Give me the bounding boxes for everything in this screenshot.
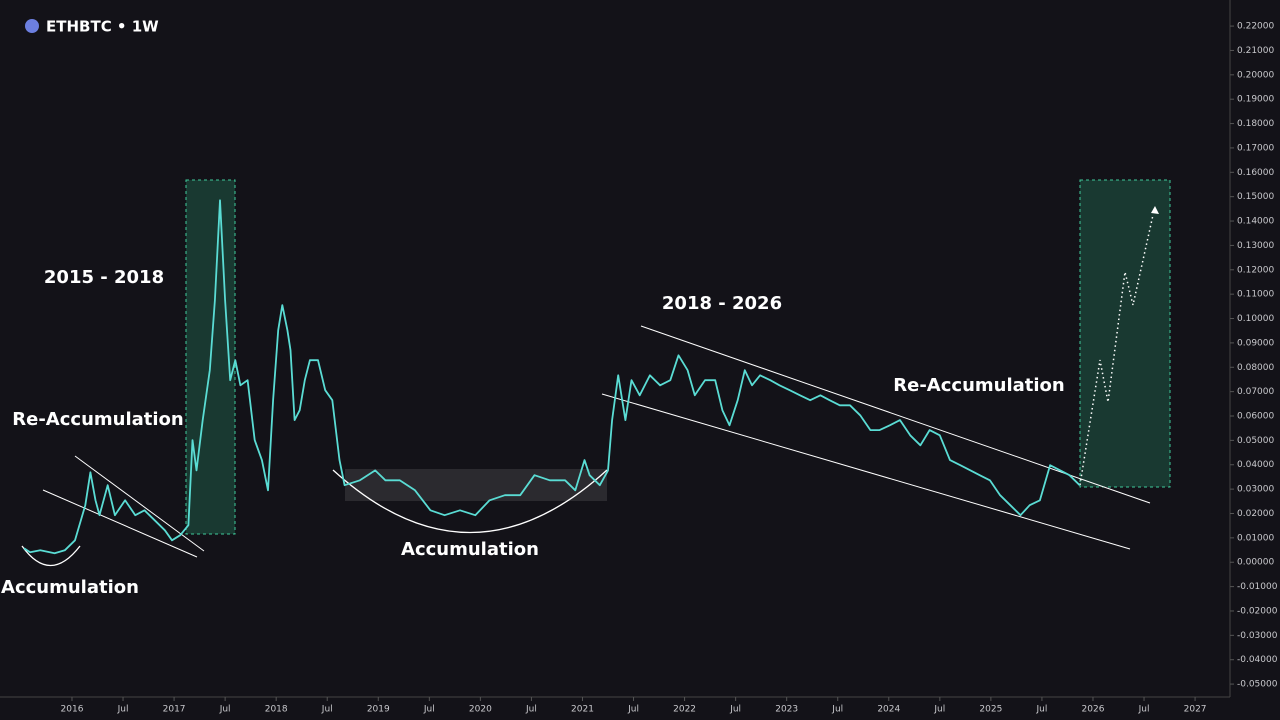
x-tick-label: Jul	[1036, 705, 1048, 715]
coin-icon	[25, 19, 39, 33]
arc	[332, 469, 608, 533]
y-tick-label: 0.00000	[1237, 558, 1274, 568]
y-tick-label: -0.03000	[1237, 631, 1278, 641]
annotation: Re-Accumulation	[12, 409, 183, 430]
y-tick-label: 0.09000	[1237, 338, 1274, 348]
x-tick-label: Jul	[525, 705, 537, 715]
x-tick-label: Jul	[729, 705, 741, 715]
y-tick-label: 0.11000	[1237, 290, 1274, 300]
x-tick-label: 2025	[979, 705, 1002, 715]
projection	[1079, 214, 1154, 486]
y-tick-label: 0.15000	[1237, 192, 1274, 202]
x-tick-label: Jul	[1138, 705, 1150, 715]
x-tick-label: 2022	[673, 705, 696, 715]
trend-line	[601, 393, 1131, 550]
y-tick-label: 0.03000	[1237, 485, 1274, 495]
trend-line	[74, 455, 205, 552]
y-tick-label: 0.04000	[1237, 460, 1274, 470]
x-tick-label: 2026	[1082, 705, 1105, 715]
x-tick-label: 2021	[571, 705, 594, 715]
range-box	[345, 469, 607, 501]
x-tick-label: Jul	[117, 705, 129, 715]
price-line	[23, 199, 1081, 555]
y-tick-label: 0.16000	[1237, 168, 1274, 178]
y-tick-label: 0.13000	[1237, 241, 1274, 251]
y-tick-label: 0.21000	[1237, 46, 1274, 56]
annotation: 2015 - 2018	[44, 267, 164, 288]
y-tick-label: 0.14000	[1237, 217, 1274, 227]
x-tick-label: 2027	[1184, 705, 1207, 715]
y-tick-label: 0.10000	[1237, 314, 1274, 324]
y-tick-label: -0.04000	[1237, 655, 1278, 665]
y-tick-label: 0.18000	[1237, 119, 1274, 129]
y-tick-label: 0.20000	[1237, 70, 1274, 80]
y-tick-label: 0.02000	[1237, 509, 1274, 519]
y-tick-label: 0.12000	[1237, 265, 1274, 275]
y-tick-label: 0.05000	[1237, 436, 1274, 446]
annotation: Accumulation	[1, 577, 139, 598]
y-tick-label: 0.17000	[1237, 143, 1274, 153]
x-tick-label: Jul	[423, 705, 435, 715]
annotation: 2018 - 2026	[662, 293, 782, 314]
y-tick-label: -0.02000	[1237, 606, 1278, 616]
y-tick-label: 0.19000	[1237, 95, 1274, 105]
x-tick-label: 2023	[775, 705, 798, 715]
x-tick-label: Jul	[321, 705, 333, 715]
x-tick-label: 2017	[163, 705, 186, 715]
y-tick-label: 0.22000	[1237, 22, 1274, 32]
arrow-head	[1151, 206, 1159, 214]
annotation: Re-Accumulation	[893, 375, 1064, 396]
y-tick-label: -0.05000	[1237, 680, 1278, 690]
x-tick-label: Jul	[831, 705, 843, 715]
chart-title: ETHBTC • 1W	[46, 18, 159, 36]
y-tick-label: 0.07000	[1237, 387, 1274, 397]
x-tick-label: Jul	[933, 705, 945, 715]
x-tick-label: 2018	[265, 705, 288, 715]
highlight-box	[1079, 179, 1171, 488]
y-tick-label: -0.01000	[1237, 582, 1278, 592]
x-tick-label: 2024	[877, 705, 900, 715]
trend-line	[42, 489, 198, 558]
y-tick-label: 0.01000	[1237, 533, 1274, 543]
x-tick-label: Jul	[627, 705, 639, 715]
y-tick-label: 0.08000	[1237, 363, 1274, 373]
x-tick-label: 2020	[469, 705, 492, 715]
annotation: Accumulation	[401, 539, 539, 560]
x-tick-label: 2019	[367, 705, 390, 715]
y-tick-label: 0.06000	[1237, 412, 1274, 422]
x-tick-label: Jul	[219, 705, 231, 715]
arc	[21, 545, 81, 567]
x-tick-label: 2016	[61, 705, 84, 715]
